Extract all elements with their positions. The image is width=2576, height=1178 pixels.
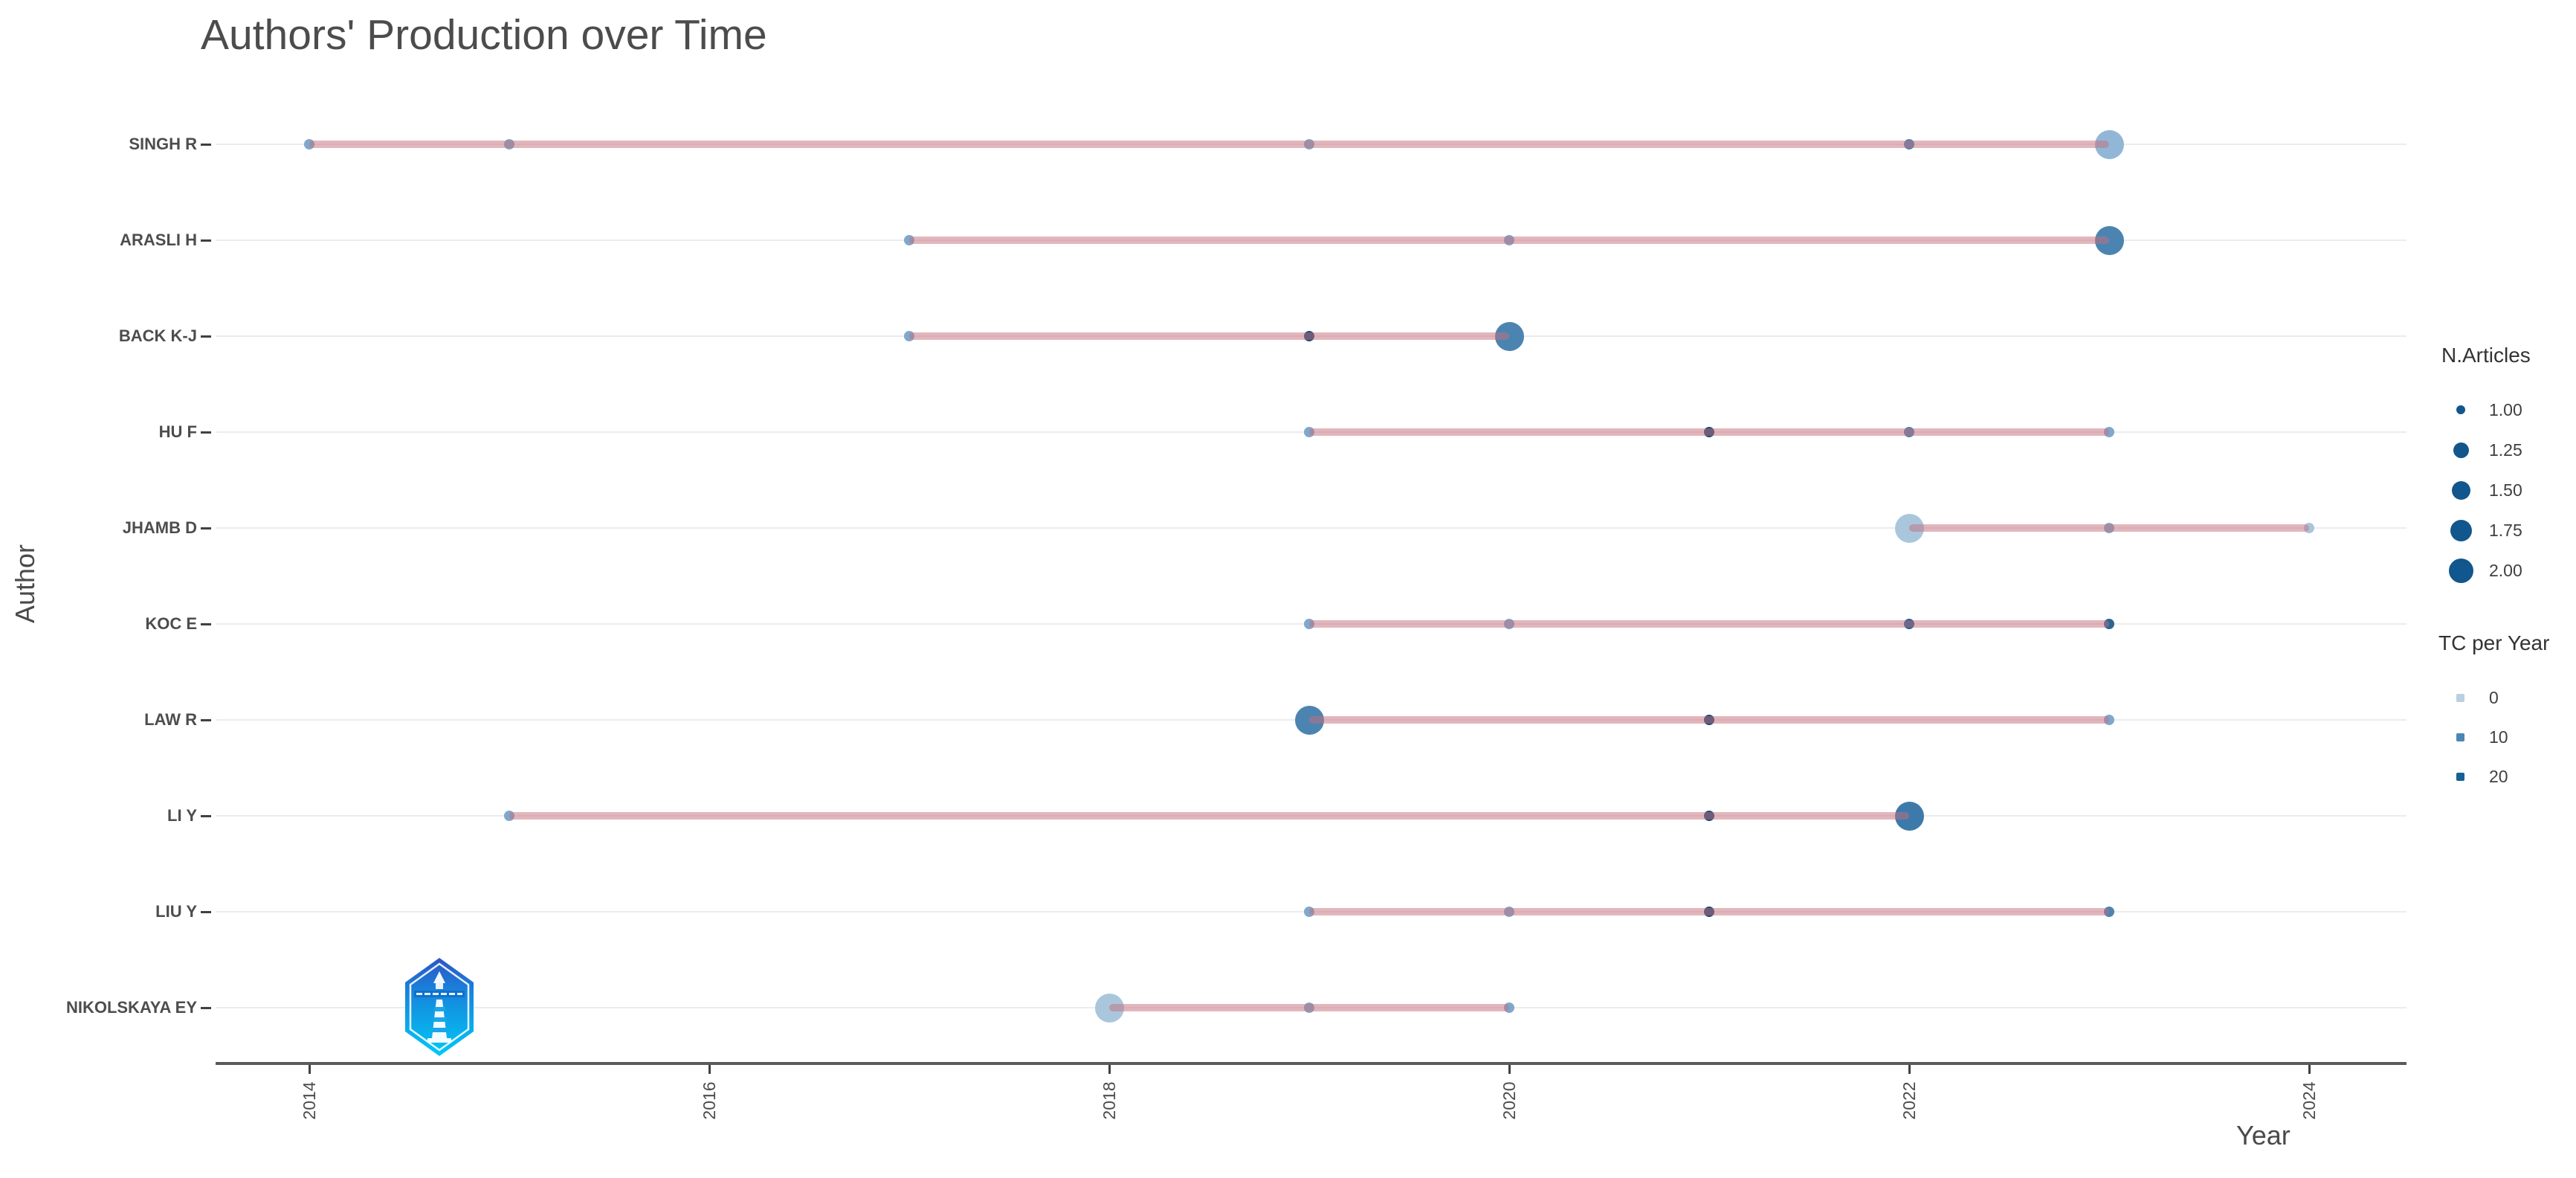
legend-color-marker — [2456, 773, 2464, 781]
y-axis-tick — [201, 144, 211, 146]
data-point — [2104, 907, 2114, 917]
author-label: LIU Y — [155, 902, 197, 921]
data-point — [2104, 715, 2114, 725]
row-gridline — [216, 527, 2406, 529]
legend-size-label: 2.00 — [2489, 561, 2522, 580]
data-point — [2304, 523, 2314, 533]
x-tick-label: 2014 — [300, 1081, 319, 1120]
legend-size-marker — [2448, 558, 2473, 583]
x-axis-line — [216, 1062, 2406, 1065]
legend-color-marker — [2456, 694, 2464, 702]
legend-color-marker — [2456, 733, 2464, 741]
y-axis-title: Author — [10, 544, 40, 624]
data-point — [2104, 427, 2114, 437]
y-axis-tick — [201, 815, 211, 817]
data-point — [504, 811, 514, 821]
x-tick-label: 2022 — [1899, 1081, 1919, 1120]
x-tick-label: 2024 — [2299, 1081, 2319, 1120]
data-point — [1304, 619, 1314, 629]
y-axis-tick — [201, 431, 211, 434]
data-point — [1704, 427, 1714, 437]
data-point — [1494, 321, 1524, 351]
data-point — [1304, 427, 1314, 437]
data-point — [1304, 1002, 1314, 1013]
row-gridline — [216, 815, 2406, 817]
data-point — [1504, 907, 1514, 917]
legend-size-marker — [2453, 442, 2469, 458]
author-label: NIKOLSKAYA EY — [65, 998, 197, 1017]
data-point — [1704, 715, 1714, 725]
data-point — [1894, 513, 1924, 543]
x-axis-tick — [2308, 1065, 2311, 1074]
legend-size-title: N.Articles — [2441, 344, 2531, 367]
legend-size-label: 1.25 — [2489, 440, 2522, 460]
y-axis-tick — [201, 527, 211, 530]
data-point — [1894, 801, 1924, 831]
author-label: LI Y — [167, 806, 197, 825]
data-point — [1294, 705, 1324, 735]
legend-color-label: 0 — [2489, 688, 2499, 707]
legend-size-marker — [2456, 405, 2465, 414]
author-label: JHAMB D — [122, 518, 197, 537]
legend-size-label: 1.50 — [2489, 480, 2522, 500]
legend-color-title: TC per Year — [2438, 631, 2550, 654]
data-point — [904, 331, 914, 341]
x-tick-label: 2020 — [1500, 1081, 1519, 1120]
data-point — [1504, 1002, 1514, 1013]
data-point — [2094, 225, 2124, 255]
data-point — [1304, 331, 1314, 341]
data-point — [1904, 139, 1914, 149]
x-axis-tick — [1508, 1065, 1511, 1074]
chart-title: Authors' Production over Time — [201, 11, 767, 59]
data-point — [304, 139, 314, 149]
y-axis-tick — [201, 239, 211, 242]
row-gridline — [216, 239, 2406, 241]
y-axis-tick — [201, 623, 211, 625]
legend-color-label: 10 — [2489, 727, 2508, 747]
data-point — [1304, 907, 1314, 917]
x-axis-tick — [1908, 1065, 1911, 1074]
lighthouse-badge-logo — [405, 958, 474, 1056]
data-point — [1304, 139, 1314, 149]
legend-color-label: 20 — [2489, 767, 2508, 786]
author-label: HU F — [158, 422, 197, 441]
data-point — [1904, 427, 1914, 437]
data-point — [1094, 993, 1124, 1023]
legend-size-marker — [2451, 480, 2470, 500]
data-point — [1504, 235, 1514, 245]
x-axis-title: Year — [2236, 1120, 2291, 1150]
author-label: SINGH R — [129, 135, 197, 153]
legend-size-label: 1.00 — [2489, 400, 2522, 419]
x-axis-tick — [309, 1065, 311, 1074]
data-point — [1704, 811, 1714, 821]
y-axis-tick — [201, 1007, 211, 1009]
data-point — [1904, 619, 1914, 629]
author-label: BACK K-J — [118, 326, 197, 345]
x-tick-label: 2018 — [1100, 1081, 1119, 1120]
x-axis-tick — [708, 1065, 711, 1074]
author-label: LAW R — [144, 710, 197, 729]
y-axis-tick — [201, 911, 211, 913]
y-axis-tick — [201, 719, 211, 721]
y-axis-tick — [201, 335, 211, 338]
data-point — [904, 235, 914, 245]
data-point — [1504, 619, 1514, 629]
author-label: ARASLI H — [120, 231, 197, 249]
x-axis-tick — [1108, 1065, 1111, 1074]
data-point — [1704, 907, 1714, 917]
author-label: KOC E — [145, 614, 197, 633]
legend-size-label: 1.75 — [2489, 521, 2522, 540]
data-point — [504, 139, 514, 149]
data-point — [2104, 523, 2114, 533]
data-point — [2104, 619, 2114, 629]
x-tick-label: 2016 — [700, 1081, 719, 1120]
data-point — [2094, 129, 2124, 159]
legend-size-marker — [2450, 519, 2472, 541]
